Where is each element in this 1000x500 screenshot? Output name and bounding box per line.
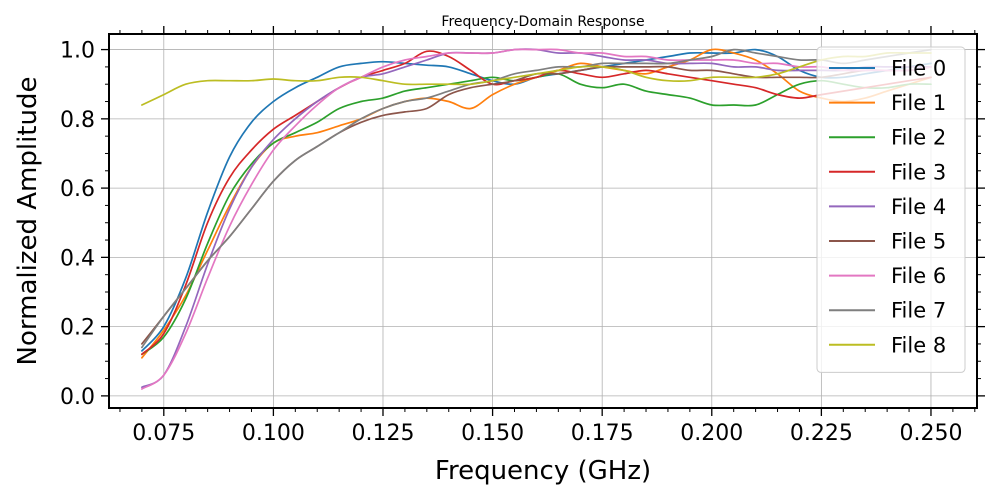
series-line-file-5 bbox=[141, 65, 932, 345]
x-axis-label: Frequency (GHz) bbox=[435, 456, 651, 486]
series-line-file-0 bbox=[141, 48, 932, 352]
x-tick-label: 0.125 bbox=[351, 421, 414, 446]
series-line-file-2 bbox=[141, 72, 932, 356]
legend-label-file-0: File 0 bbox=[891, 57, 946, 81]
x-tick-label: 0.250 bbox=[899, 421, 962, 446]
legend-label-file-7: File 7 bbox=[891, 299, 946, 323]
legend-label-file-1: File 1 bbox=[891, 91, 946, 115]
legend-label-file-3: File 3 bbox=[891, 160, 946, 184]
legend-box bbox=[816, 46, 966, 373]
y-axis-label: Normalized Amplitude bbox=[13, 77, 43, 366]
y-tick-label: 0.2 bbox=[60, 316, 95, 341]
series-line-file-3 bbox=[141, 50, 932, 356]
x-tick-label: 0.200 bbox=[680, 421, 743, 446]
x-tick-label: 0.150 bbox=[461, 421, 524, 446]
series-layer bbox=[141, 48, 932, 390]
legend-label-file-4: File 4 bbox=[891, 195, 946, 219]
legend-label-file-2: File 2 bbox=[891, 126, 946, 150]
series-line-file-8 bbox=[141, 51, 932, 106]
y-tick-label: 1.0 bbox=[60, 39, 95, 64]
x-tick-label: 0.175 bbox=[571, 421, 634, 446]
series-line-file-6 bbox=[141, 48, 932, 390]
y-tick-label: 0.0 bbox=[60, 385, 95, 410]
plot-frame bbox=[108, 33, 978, 409]
tick-layer: 0.075 0.100 0.125 0.150 0.175 0.200 0.225 0.250… bbox=[60, 26, 985, 446]
chart-title: Frequency-Domain Response bbox=[441, 14, 644, 30]
legend-label-file-8: File 8 bbox=[891, 333, 946, 357]
y-tick-label: 0.4 bbox=[60, 246, 95, 271]
y-tick-label: 0.6 bbox=[60, 177, 95, 202]
y-tick-label: 0.8 bbox=[60, 108, 95, 133]
x-tick-label: 0.075 bbox=[132, 421, 195, 446]
x-tick-label: 0.100 bbox=[242, 421, 305, 446]
legend: File 0 File 1 File 2 File 3 File 4 File 5 File… bbox=[816, 46, 966, 373]
legend-label-file-6: File 6 bbox=[891, 264, 946, 288]
series-line-file-7 bbox=[141, 48, 932, 349]
series-line-file-4 bbox=[141, 48, 932, 389]
x-tick-label: 0.225 bbox=[790, 421, 853, 446]
legend-label-file-5: File 5 bbox=[891, 230, 946, 254]
